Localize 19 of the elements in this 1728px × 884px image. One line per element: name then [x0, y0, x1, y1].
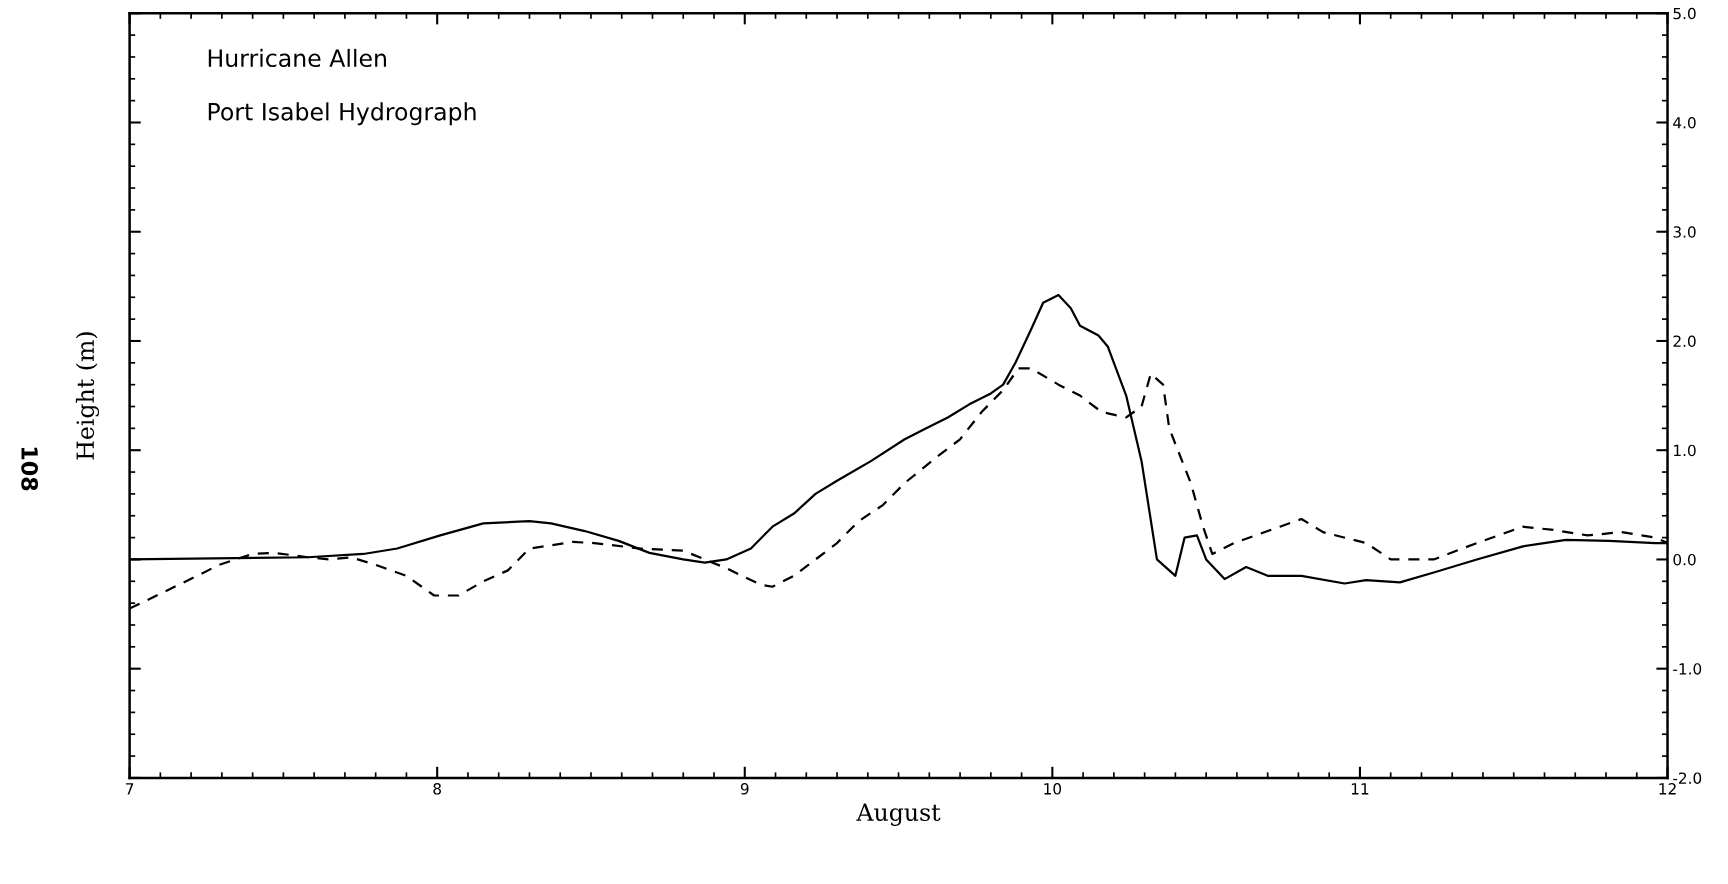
- y-tick-label: 2.0: [1673, 335, 1696, 347]
- x-tick-label: 9: [740, 783, 749, 795]
- y-tick-label: 5.0: [1673, 7, 1696, 20]
- text: Hurricane Allen: [208, 48, 386, 68]
- y-tick-label: 0.0: [1673, 553, 1696, 566]
- y-tick-label: 4.0: [1673, 116, 1696, 129]
- x-tick-label: 11: [1351, 783, 1369, 795]
- y-axis-title: Height (m): [75, 332, 100, 460]
- x-axis-title: August: [856, 803, 941, 826]
- text: Port Isabel Hydrograph: [208, 102, 476, 126]
- x-tick-label: 10: [1044, 783, 1062, 795]
- y-tick-label: -2.0: [1673, 772, 1702, 784]
- y-tick-label: -1.0: [1673, 663, 1702, 675]
- x-tick-label: 12: [1659, 783, 1676, 795]
- text: 108: [21, 447, 39, 491]
- y-tick-label: 1.0: [1674, 444, 1696, 457]
- y-tick-label: 3.0: [1673, 226, 1696, 238]
- x-tick-label: 7: [125, 783, 134, 795]
- x-tick-label: 8: [433, 783, 441, 795]
